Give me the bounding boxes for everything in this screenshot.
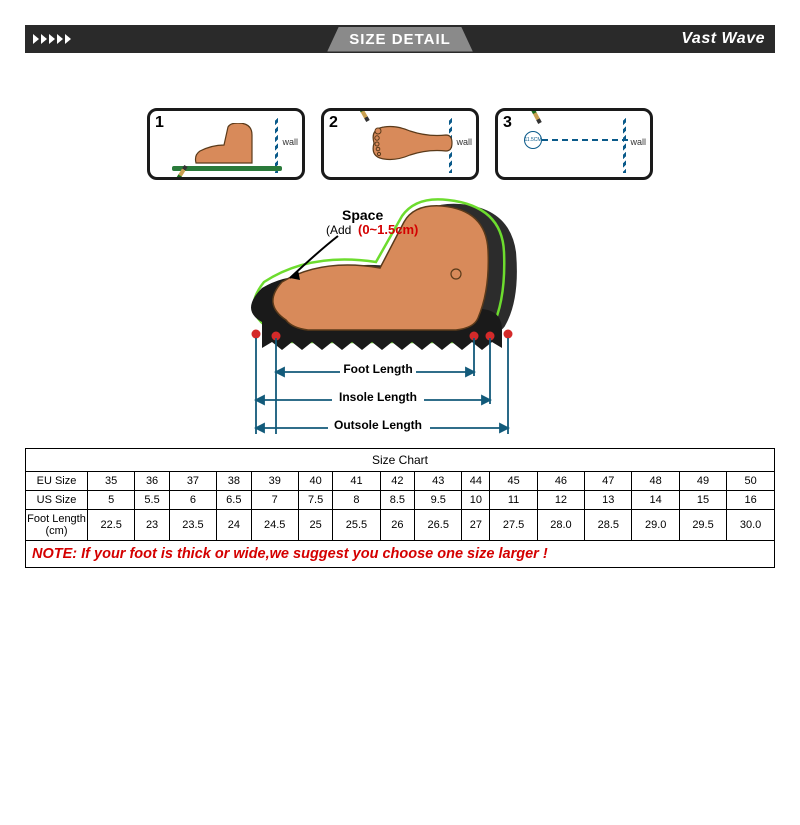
table-cell: 9.5 (415, 491, 462, 510)
header-bar: SIZE DETAIL Vast Wave (25, 25, 775, 53)
table-cell: 10 (462, 491, 490, 510)
table-cell: 47 (585, 472, 632, 491)
wall-icon (623, 117, 626, 173)
table-cell: 49 (679, 472, 726, 491)
table-cell: 5.5 (135, 491, 169, 510)
table-cell: 24 (217, 510, 251, 541)
svg-text:(Add: (Add (326, 223, 351, 237)
table-cell: 6 (169, 491, 216, 510)
table-cell: 7 (251, 491, 298, 510)
chevron-icon (33, 34, 73, 44)
table-cell: 11 (490, 491, 537, 510)
table-row: EU Size35363738394041424344454647484950 (26, 472, 775, 491)
row-label: US Size (26, 491, 88, 510)
row-label: Foot Length(cm) (26, 510, 88, 541)
table-cell: 37 (169, 472, 216, 491)
table-cell: 28.5 (585, 510, 632, 541)
table-title: Size Chart (26, 449, 775, 472)
table-cell: 36 (135, 472, 169, 491)
note-row: NOTE: If your foot is thick or wide,we s… (26, 541, 775, 568)
insole-length-label: Insole Length (339, 390, 417, 404)
table-cell: 26.5 (415, 510, 462, 541)
measurement-steps: 1 wall 2 wall 3 (25, 108, 775, 180)
table-cell: 45 (490, 472, 537, 491)
table-cell: 28.0 (537, 510, 584, 541)
step-2: 2 wall (321, 108, 479, 180)
table-cell: 44 (462, 472, 490, 491)
size-diagram: Space (Add (0~1.5cm) Foot Length Insole … (25, 190, 775, 440)
table-cell: 43 (415, 472, 462, 491)
table-cell: 16 (727, 491, 775, 510)
wall-label: wall (456, 137, 472, 147)
table-cell: 25.5 (333, 510, 380, 541)
table-cell: 6.5 (217, 491, 251, 510)
space-label: Space (342, 207, 383, 223)
table-cell: 35 (88, 472, 135, 491)
size-chart-table: Size Chart EU Size3536373839404142434445… (25, 448, 775, 568)
space-value: (0~1.5cm) (358, 222, 418, 237)
table-cell: 5 (88, 491, 135, 510)
table-cell: 42 (380, 472, 414, 491)
outsole-length-label: Outsole Length (334, 418, 422, 432)
table-cell: 26 (380, 510, 414, 541)
table-cell: 7.5 (298, 491, 332, 510)
step-1: 1 wall (147, 108, 305, 180)
table-cell: 24.5 (251, 510, 298, 541)
measurement-value: 11.5CM (524, 131, 542, 149)
table-cell: 29.5 (679, 510, 726, 541)
page-title: SIZE DETAIL (327, 27, 473, 52)
foot-length-label: Foot Length (343, 362, 412, 376)
foot-side-icon (194, 123, 262, 167)
pencil-icon (525, 108, 542, 124)
wall-icon (275, 117, 278, 173)
table-cell: 40 (298, 472, 332, 491)
table-cell: 30.0 (727, 510, 775, 541)
table-cell: 25 (298, 510, 332, 541)
wall-label: wall (630, 137, 646, 147)
brand-label: Vast Wave (681, 30, 765, 48)
table-cell: 27.5 (490, 510, 537, 541)
table-cell: 14 (632, 491, 679, 510)
table-cell: 39 (251, 472, 298, 491)
note-text: NOTE: If your foot is thick or wide,we s… (26, 541, 775, 568)
table-cell: 8.5 (380, 491, 414, 510)
table-cell: 15 (679, 491, 726, 510)
table-cell: 27 (462, 510, 490, 541)
row-label: EU Size (26, 472, 88, 491)
measure-line-icon (532, 139, 628, 141)
table-cell: 13 (585, 491, 632, 510)
wall-label: wall (282, 137, 298, 147)
table-cell: 41 (333, 472, 380, 491)
step-number: 1 (155, 114, 164, 132)
table-cell: 29.0 (632, 510, 679, 541)
table-cell: 50 (727, 472, 775, 491)
step-number: 2 (329, 114, 338, 132)
table-row: Foot Length(cm)22.52323.52424.52525.5262… (26, 510, 775, 541)
step-number: 3 (503, 114, 512, 132)
table-cell: 48 (632, 472, 679, 491)
table-cell: 8 (333, 491, 380, 510)
table-cell: 46 (537, 472, 584, 491)
foot-top-icon (366, 119, 454, 167)
table-cell: 38 (217, 472, 251, 491)
table-cell: 23 (135, 510, 169, 541)
table-cell: 22.5 (88, 510, 135, 541)
table-cell: 23.5 (169, 510, 216, 541)
table-cell: 12 (537, 491, 584, 510)
step-3: 3 wall 11.5CM (495, 108, 653, 180)
table-row: US Size55.566.577.588.59.510111213141516 (26, 491, 775, 510)
